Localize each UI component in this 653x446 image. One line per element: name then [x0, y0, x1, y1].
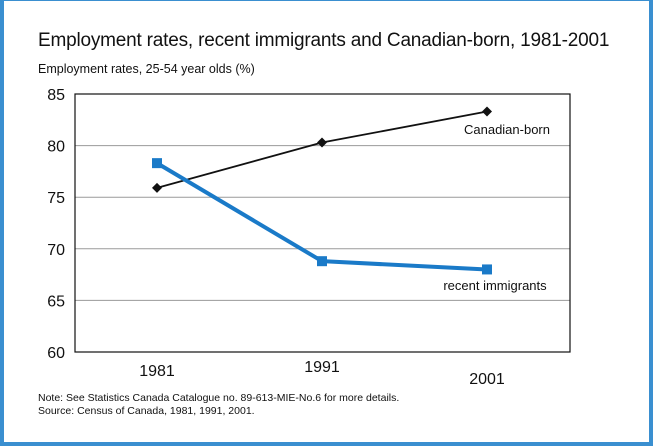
note-text: Note: See Statistics Canada Catalogue no… [38, 392, 400, 404]
y-tick-label-70: 70 [47, 242, 65, 259]
y-tick-label-80: 80 [47, 139, 65, 156]
series-point-1-2 [482, 264, 492, 275]
y-tick-label-65: 65 [47, 293, 65, 310]
x-tick-label-2001: 2001 [469, 371, 505, 388]
series-point-0-0 [152, 182, 162, 193]
x-tick-label-1991: 1991 [304, 359, 340, 376]
chart-footnote: Note: See Statistics Canada Catalogue no… [38, 392, 399, 418]
source-text: Source: Census of Canada, 1981, 1991, 20… [38, 405, 255, 417]
series-point-1-0 [152, 158, 162, 169]
y-tick-label-85: 85 [47, 87, 65, 104]
chart-subtitle: Employment rates, 25-54 year olds (%) [38, 62, 255, 76]
chart-title: Employment rates, recent immigrants and … [38, 30, 610, 51]
plot-area [74, 93, 571, 353]
y-tick-label-60: 60 [47, 345, 65, 362]
series-label-0: Canadian-born [464, 122, 550, 137]
x-tick-label-1981: 1981 [139, 363, 175, 380]
y-tick-label-75: 75 [47, 190, 65, 207]
series-point-0-1 [317, 137, 327, 148]
series-line-0 [156, 110, 488, 189]
series-label-1: recent immigrants [443, 278, 547, 293]
series-point-1-1 [317, 256, 327, 267]
series-point-0-2 [482, 106, 492, 117]
series-line-1 [155, 161, 488, 272]
